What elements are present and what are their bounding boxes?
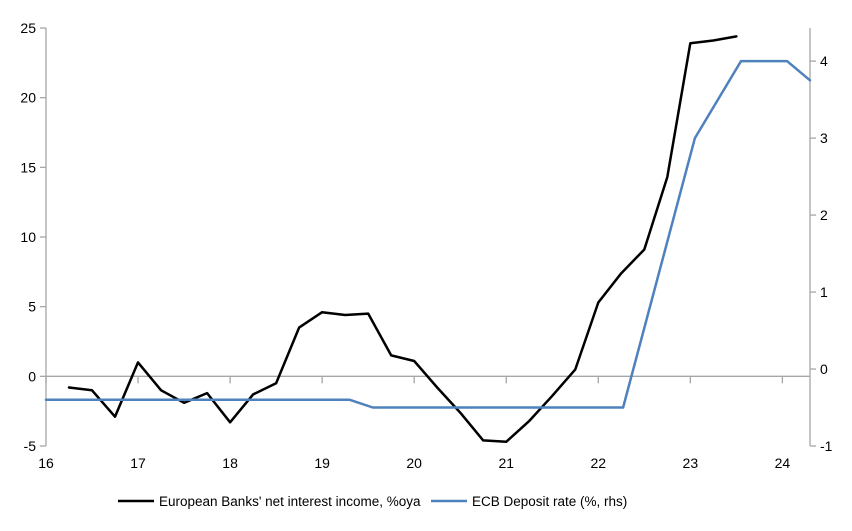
series-group [44, 35, 812, 444]
x-axis-tick-label: 22 [591, 455, 607, 471]
right-axis-tick-label: 2 [820, 207, 828, 223]
left-axis-tick-label: 0 [28, 368, 36, 384]
left-axis-tick-label: 10 [20, 229, 36, 245]
legend-label-ecb: ECB Deposit rate (%, rhs) [472, 494, 627, 509]
right-axis-tick-label: 0 [820, 361, 828, 377]
nii-series-line [67, 35, 738, 444]
left-axis-tick-label: 15 [20, 159, 36, 175]
right-axis-tick-label: 4 [820, 53, 828, 69]
right-axis-tick-label: 3 [820, 130, 828, 146]
ecb-rate-series-line [44, 59, 812, 409]
left-axis-tick-label: 25 [20, 20, 36, 36]
legend: European Banks' net interest income, %oy… [118, 494, 627, 509]
x-axis-tick-label: 24 [775, 455, 791, 471]
left-axis-tick-label: -5 [24, 438, 37, 454]
left-axis-tick-label: 20 [20, 90, 36, 106]
legend-label-nii: European Banks' net interest income, %oy… [159, 494, 421, 509]
left-axis-tick-label: 5 [28, 299, 36, 315]
right-axis-tick-label: -1 [820, 438, 833, 454]
x-axis-tick-label: 19 [314, 455, 330, 471]
x-axis-tick-label: 23 [683, 455, 699, 471]
x-axis-tick-label: 20 [406, 455, 422, 471]
x-axis-tick-label: 17 [130, 455, 146, 471]
x-axis-tick-label: 18 [222, 455, 238, 471]
x-axis-tick-label: 16 [38, 455, 54, 471]
right-axis-tick-label: 1 [820, 284, 828, 300]
x-axis-tick-label: 21 [498, 455, 514, 471]
